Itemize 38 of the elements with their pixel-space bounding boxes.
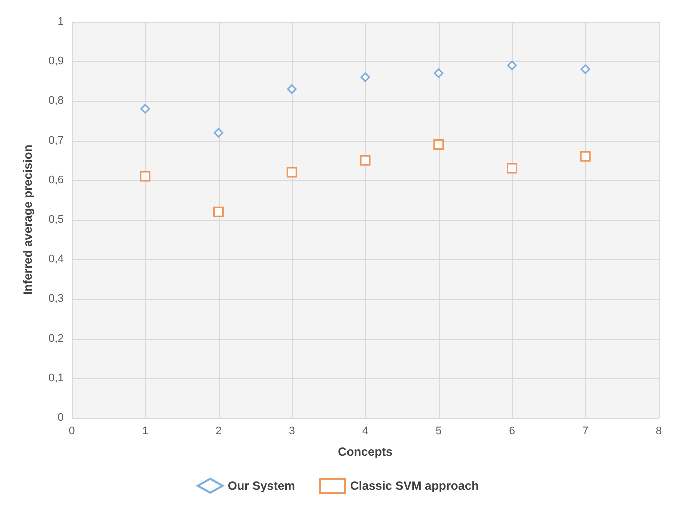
legend-label: Classic SVM approach — [350, 479, 480, 493]
legend-label: Our System — [228, 479, 296, 493]
y-tick-label: 0,9 — [48, 56, 64, 68]
point — [214, 206, 224, 218]
x-tick-label: 5 — [436, 426, 442, 438]
point — [507, 163, 518, 174]
y-tick-label: 0,8 — [48, 95, 64, 108]
point — [360, 155, 371, 166]
point — [434, 68, 444, 78]
x-tick-label: 8 — [656, 426, 662, 438]
x-tick-label: 2 — [216, 426, 222, 438]
x-tick-label: 1 — [142, 426, 148, 438]
y-tick-label: 1 — [58, 16, 64, 28]
x-tick-label: 4 — [362, 426, 369, 438]
y-tick-label: 0,6 — [48, 174, 64, 186]
y-tick-label: 0 — [58, 412, 64, 424]
point — [140, 104, 150, 114]
y-tick-label: 0,3 — [48, 293, 64, 306]
y-tick-label: 0,5 — [48, 214, 64, 226]
y-tick-label: 0,1 — [48, 372, 64, 384]
x-tick-label: 6 — [509, 426, 516, 438]
x-axis-title: Concepts — [338, 445, 394, 459]
point — [360, 72, 370, 82]
point — [286, 167, 298, 178]
point — [140, 171, 151, 182]
x-tick-label: 0 — [68, 426, 76, 438]
y-axis-title: Inferred average precision — [21, 144, 35, 296]
x-tick-label: 3 — [289, 426, 296, 438]
y-tick-label: 0,2 — [48, 332, 64, 345]
point — [434, 140, 444, 150]
point — [580, 151, 591, 162]
point — [214, 128, 224, 138]
point — [508, 60, 517, 70]
y-tick-label: 0,7 — [48, 134, 64, 147]
point — [580, 64, 590, 74]
x-tick-label: 7 — [582, 426, 589, 438]
point — [287, 84, 297, 94]
y-tick-label: 0,4 — [48, 254, 64, 266]
